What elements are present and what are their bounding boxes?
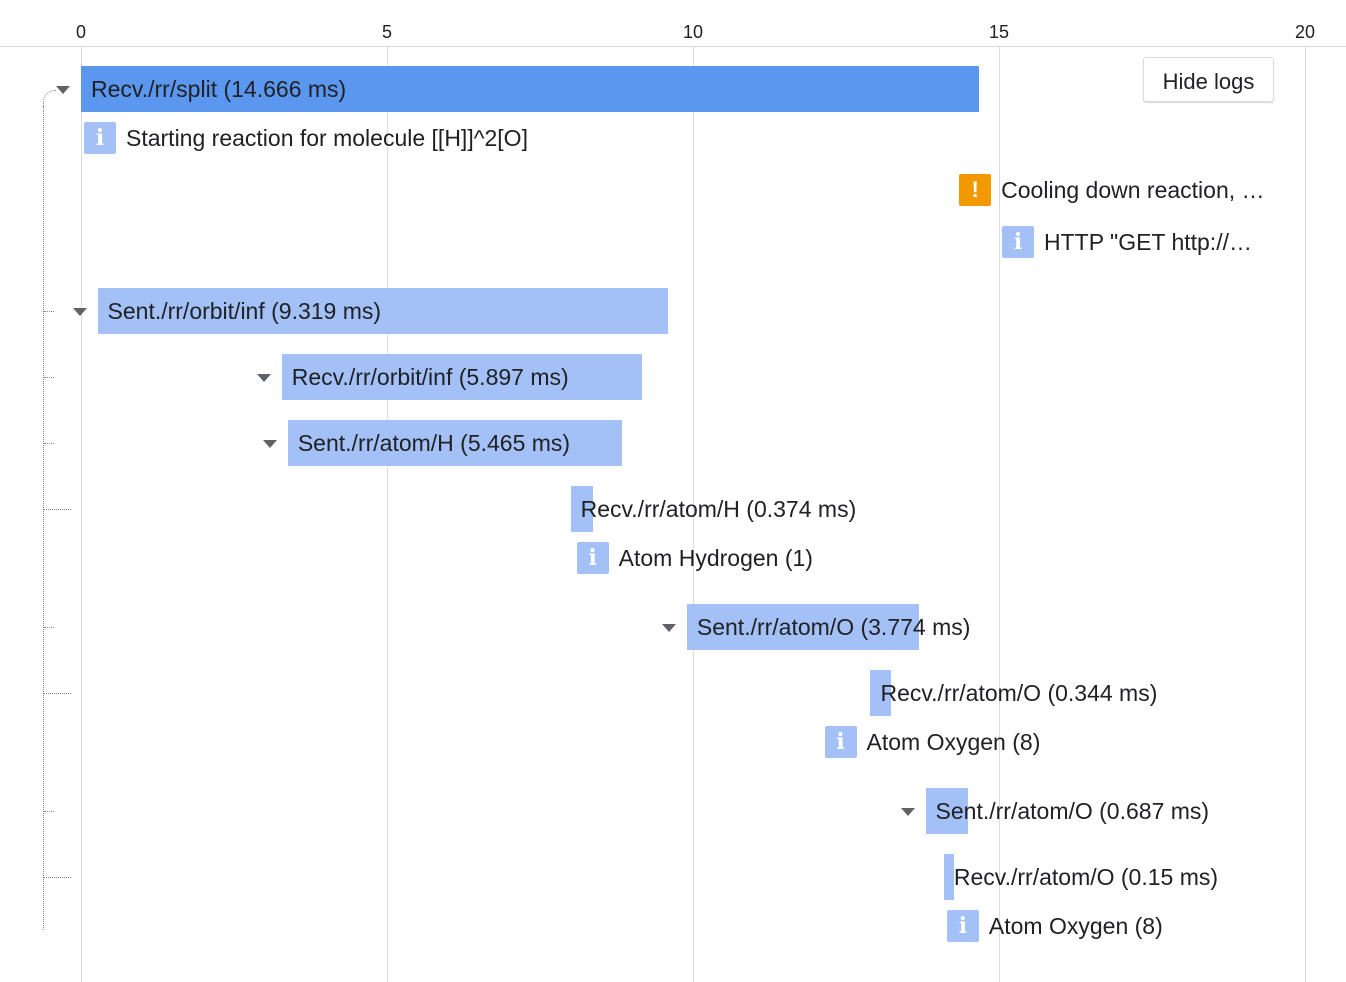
tick-label: 20 [1294,22,1316,42]
log-message: Atom Oxygen (8) [866,729,1041,755]
span-label: Sent./rr/atom/H (5.465 ms) [297,430,571,456]
tree-branch [44,693,71,694]
tree-branch [44,811,54,812]
gridline [693,46,694,982]
tree-branch [44,627,54,628]
span-label: Recv./rr/atom/H (0.374 ms) [580,496,857,522]
span-label: Recv./rr/atom/O (0.344 ms) [880,680,1158,706]
info-icon: i [946,910,979,942]
tree-branch [44,509,71,510]
log-message: Cooling down reaction, … [1001,177,1265,203]
span-bar[interactable] [281,354,643,400]
collapse-toggle-icon[interactable] [72,308,87,316]
log-message: Atom Oxygen (8) [988,913,1163,939]
gridline [387,46,388,982]
gridline [999,46,1000,982]
info-icon: i [824,726,857,758]
span-label: Recv./rr/atom/O (0.15 ms) [953,864,1219,890]
warning-icon: ! [959,174,992,206]
tick-label: 10 [682,22,704,42]
span-bar[interactable] [81,66,979,112]
tree-branch [44,443,54,444]
span-bar[interactable] [287,420,622,466]
tick-label: 5 [381,22,393,42]
info-icon: i [1002,226,1034,258]
span-bar[interactable] [943,854,954,900]
log-message: Starting reaction for molecule [[H]]^2[O… [126,125,528,151]
gridline [1305,46,1306,982]
hide-logs-button[interactable]: Hide logs [1143,57,1274,102]
collapse-toggle-icon[interactable] [661,624,676,632]
span-label: Sent./rr/atom/O (3.774 ms) [696,614,971,640]
collapse-toggle-icon[interactable] [900,808,915,816]
span-bar[interactable] [97,288,668,334]
tree-branch [44,377,54,378]
tree-line [43,106,44,930]
tree-connector [43,90,56,107]
span-bar[interactable] [870,670,892,716]
info-icon: i [576,542,609,574]
axis-line [0,46,1346,47]
tick-label: 15 [988,22,1010,42]
log-message: Atom Hydrogen (1) [618,545,813,571]
tree-branch [44,877,71,878]
tree-branch [44,311,54,312]
span-bar[interactable] [570,486,594,532]
collapse-toggle-icon[interactable] [56,86,70,94]
span-label: Recv./rr/split (14.666 ms) [91,76,347,102]
collapse-toggle-icon[interactable] [262,440,277,448]
log-message: HTTP "GET http://… [1044,229,1252,255]
tick-label: 0 [75,22,87,42]
span-label: Sent./rr/orbit/inf (9.319 ms) [107,298,382,324]
span-label: Sent./rr/atom/O (0.687 ms) [935,798,1210,824]
span-bar[interactable] [686,604,920,650]
span-label: Recv./rr/orbit/inf (5.897 ms) [291,364,569,390]
gridline [81,46,82,982]
collapse-toggle-icon[interactable] [256,374,271,382]
info-icon: i [84,122,116,154]
span-bar[interactable] [925,788,968,834]
